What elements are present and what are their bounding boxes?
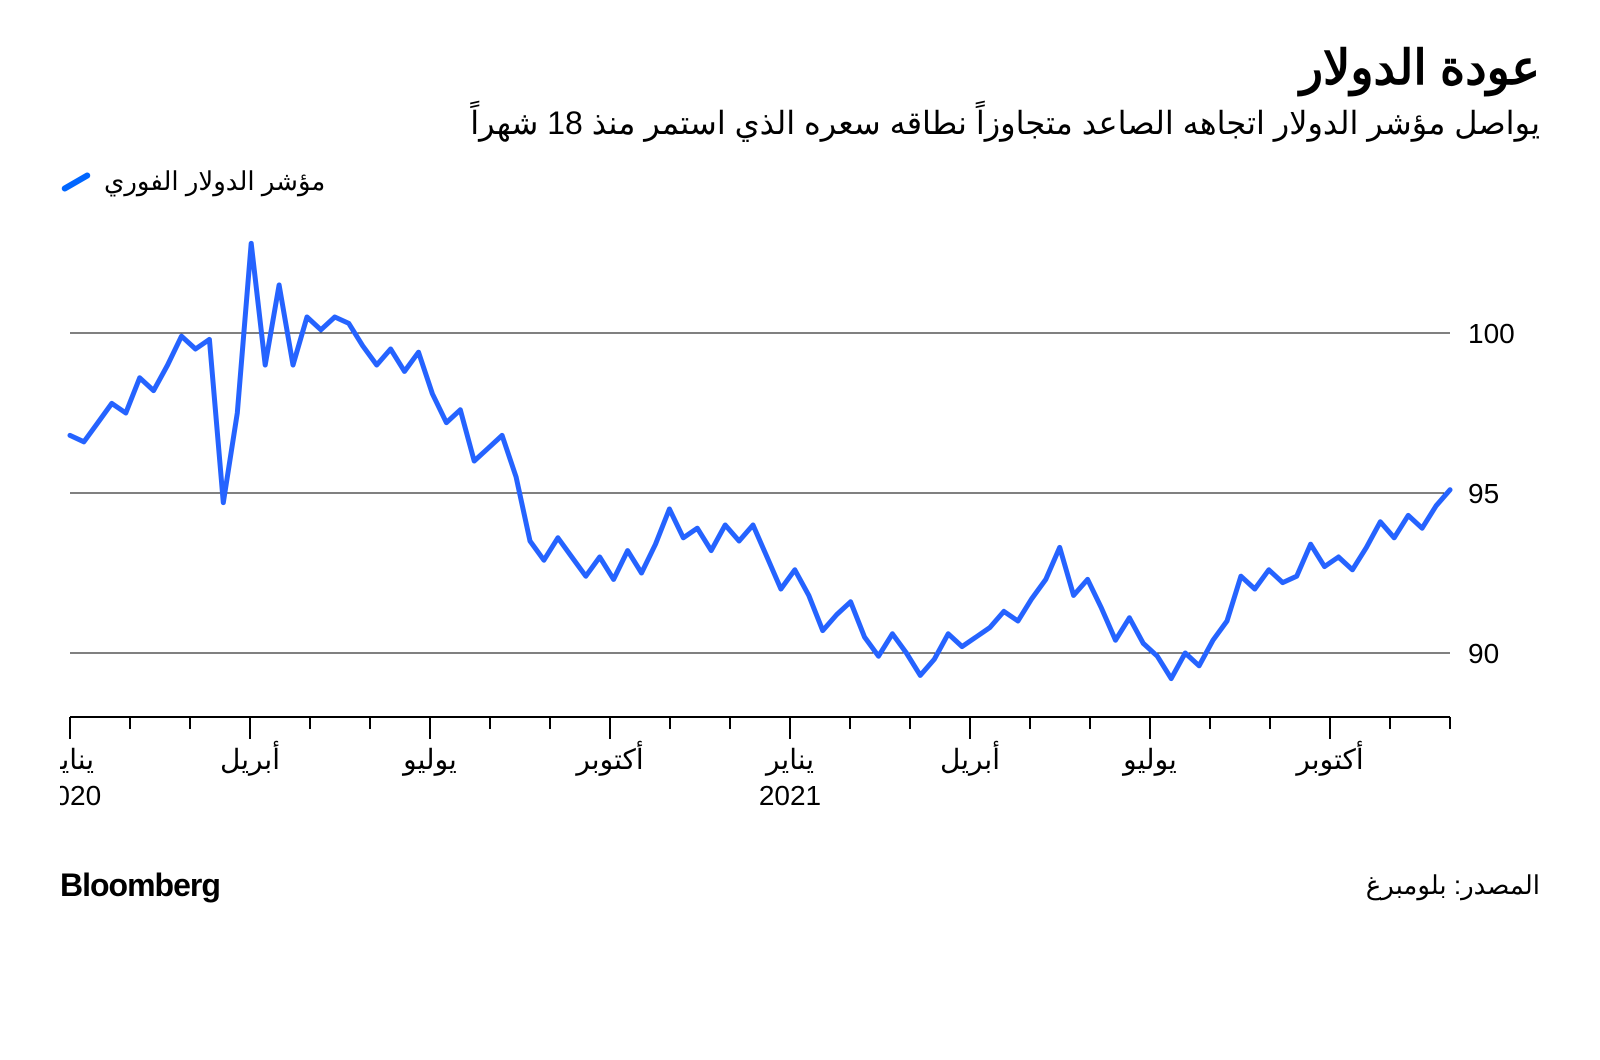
source-attribution: المصدر: بلومبرغ <box>1366 870 1540 901</box>
chart-legend: مؤشر الدولار الفوري <box>60 166 1540 197</box>
line-chart-svg: 90 95 100 يناير 2020 أبريل يوليو أكتوبر يناير 202… <box>60 227 1540 827</box>
svg-text:يوليو: يوليو <box>1121 744 1177 776</box>
svg-text:90: 90 <box>1468 638 1499 669</box>
svg-text:2020: 2020 <box>60 780 101 811</box>
chart-subtitle: يواصل مؤشر الدولار اتجاهه الصاعد متجاوزا… <box>60 104 1540 142</box>
svg-text:يناير: يناير <box>764 744 814 776</box>
svg-text:أكتوبر: أكتوبر <box>574 741 643 776</box>
chart-footer: Bloomberg المصدر: بلومبرغ <box>60 867 1540 904</box>
svg-text:100: 100 <box>1468 318 1515 349</box>
brand-logo: Bloomberg <box>60 867 220 904</box>
svg-text:2021: 2021 <box>759 780 821 811</box>
chart-area: 90 95 100 يناير 2020 أبريل يوليو أكتوبر يناير 202… <box>60 227 1540 827</box>
svg-text:أكتوبر: أكتوبر <box>1294 741 1363 776</box>
legend-marker-icon <box>61 171 92 192</box>
svg-text:يوليو: يوليو <box>401 744 457 776</box>
chart-title: عودة الدولار <box>60 40 1540 96</box>
svg-text:أبريل: أبريل <box>940 741 1000 776</box>
svg-text:أبريل: أبريل <box>220 741 280 776</box>
svg-text:يناير: يناير <box>60 744 94 776</box>
legend-label: مؤشر الدولار الفوري <box>104 166 325 197</box>
chart-header: عودة الدولار يواصل مؤشر الدولار اتجاهه ا… <box>60 40 1540 142</box>
svg-text:95: 95 <box>1468 478 1499 509</box>
